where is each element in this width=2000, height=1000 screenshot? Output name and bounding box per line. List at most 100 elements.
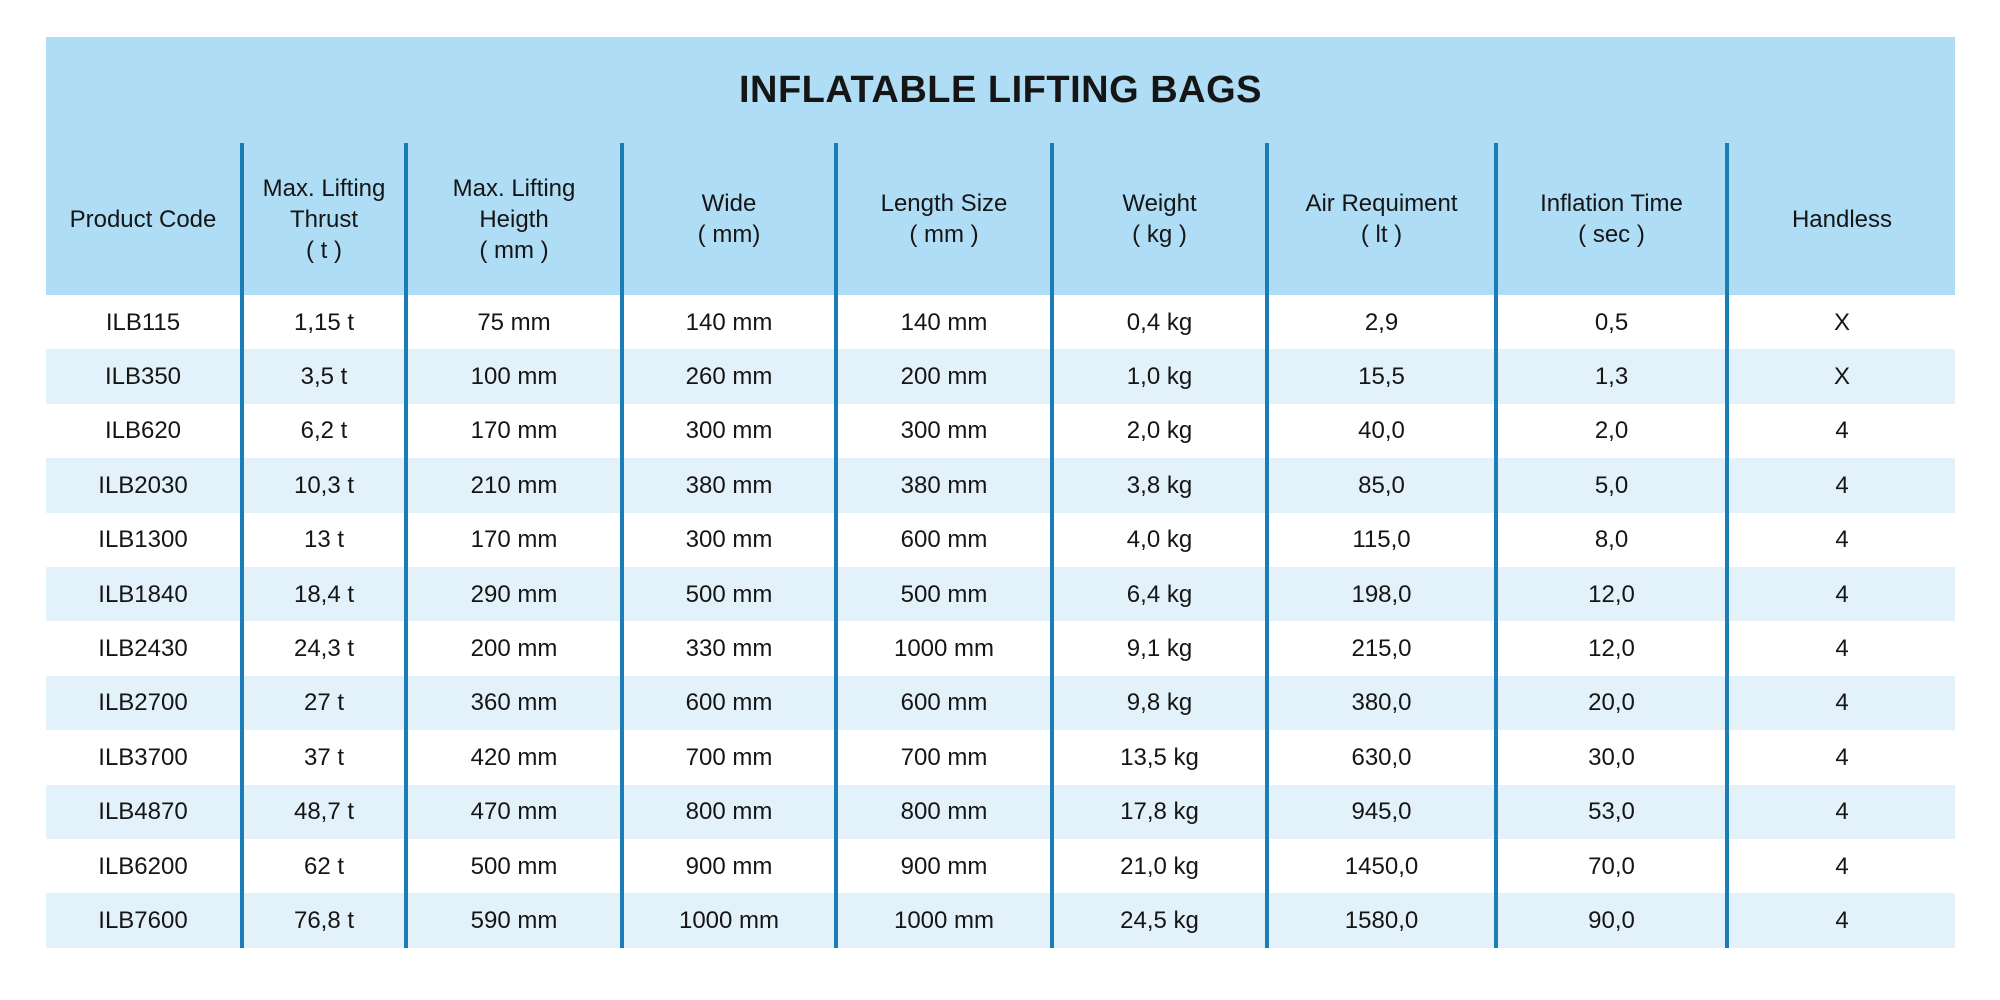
table-cell: 76,8 t xyxy=(244,893,408,948)
table-cell: 1000 mm xyxy=(624,893,838,948)
table-cell: ILB2030 xyxy=(46,458,244,513)
column-header-handless: Handless xyxy=(1729,143,1955,295)
table-cell: 630,0 xyxy=(1269,730,1498,785)
table-cell: 62 t xyxy=(244,838,408,894)
table-cell: 20,0 xyxy=(1498,675,1729,731)
table-cell: 100 mm xyxy=(408,349,624,404)
table-cell: 12,0 xyxy=(1498,566,1729,622)
column-header-line: Weight xyxy=(1122,190,1197,217)
table-cell: 900 mm xyxy=(624,838,838,894)
table-cell: 900 mm xyxy=(838,838,1054,894)
table-cell: 600 mm xyxy=(838,512,1054,567)
table-title-band: INFLATABLE LIFTING BAGS xyxy=(46,37,1955,143)
column-header-line: Inflation Time xyxy=(1540,190,1683,217)
table-cell: 48,7 t xyxy=(244,784,408,839)
table-cell: ILB2700 xyxy=(46,675,244,731)
table-cell: 5,0 xyxy=(1498,458,1729,513)
table-cell: 4 xyxy=(1729,566,1955,622)
table-cell: 15,5 xyxy=(1269,349,1498,404)
column-header-line: Thrust xyxy=(289,205,358,233)
table-cell: X xyxy=(1729,295,1955,350)
table-cell: ILB1840 xyxy=(46,566,244,622)
column-header-max-lifting-thrust-t: Max. Lifting Thrust ( t ) xyxy=(244,143,408,295)
column-header-wide-mm: Wide ( mm) xyxy=(624,143,838,295)
table-cell: 4 xyxy=(1729,730,1955,785)
table-cell: 590 mm xyxy=(408,893,624,948)
column-header-line: ( kg ) xyxy=(1132,221,1187,248)
table-cell: 90,0 xyxy=(1498,893,1729,948)
table-cell: 70,0 xyxy=(1498,838,1729,894)
table-cell: 53,0 xyxy=(1498,784,1729,839)
table-cell: ILB4870 xyxy=(46,784,244,839)
column-header-line: Product Code xyxy=(69,205,217,233)
column-header-weight-kg: Weight ( kg ) xyxy=(1054,143,1269,295)
table-cell: 85,0 xyxy=(1269,458,1498,513)
table-cell: 4 xyxy=(1729,621,1955,676)
table-cell: 30,0 xyxy=(1498,730,1729,785)
table-cell: 0,5 xyxy=(1498,295,1729,350)
table-cell: 1000 mm xyxy=(838,621,1054,676)
table-cell: 380,0 xyxy=(1269,675,1498,731)
table-cell: 17,8 kg xyxy=(1054,784,1269,839)
table-cell: 0,4 kg xyxy=(1054,295,1269,350)
column-header-line: Length Size xyxy=(880,190,1008,217)
lifting-bags-table: INFLATABLE LIFTING BAGS Product Code Max.… xyxy=(46,37,1955,948)
column-header-line: Air Requiment xyxy=(1305,190,1458,217)
column-header-line: Max. Lifting xyxy=(452,174,576,202)
table-cell: 215,0 xyxy=(1269,621,1498,676)
table-cell: 330 mm xyxy=(624,621,838,676)
table-cell: 18,4 t xyxy=(244,566,408,622)
table-cell: 27 t xyxy=(244,675,408,731)
table-cell: 6,4 kg xyxy=(1054,566,1269,622)
table-cell: 37 t xyxy=(244,730,408,785)
table-cell: 380 mm xyxy=(838,458,1054,513)
column-header-product-code: Product Code xyxy=(46,143,244,295)
table-cell: 198,0 xyxy=(1269,566,1498,622)
table-cell: 300 mm xyxy=(624,403,838,459)
column-header-line: ( lt ) xyxy=(1360,221,1403,248)
table-cell: 9,1 kg xyxy=(1054,621,1269,676)
table-cell: 8,0 xyxy=(1498,512,1729,567)
table-cell: 360 mm xyxy=(408,675,624,731)
table-cell: 24,5 kg xyxy=(1054,893,1269,948)
table-cell: 500 mm xyxy=(624,566,838,622)
table-cell: 380 mm xyxy=(624,458,838,513)
table-cell: 6,2 t xyxy=(244,403,408,459)
table-cell: ILB620 xyxy=(46,403,244,459)
table-cell: ILB2430 xyxy=(46,621,244,676)
column-header-line: ( t ) xyxy=(306,236,342,264)
table-title: INFLATABLE LIFTING BAGS xyxy=(738,68,1263,111)
table-cell: X xyxy=(1729,349,1955,404)
table-cell: 500 mm xyxy=(408,838,624,894)
table-cell: 12,0 xyxy=(1498,621,1729,676)
table-cell: 300 mm xyxy=(624,512,838,567)
table-cell: 4 xyxy=(1729,838,1955,894)
table-cell: 1000 mm xyxy=(838,893,1054,948)
table-cell: 21,0 kg xyxy=(1054,838,1269,894)
column-header-length-size-mm: Length Size ( mm ) xyxy=(838,143,1054,295)
table-cell: 75 mm xyxy=(408,295,624,350)
table-cell: 2,9 xyxy=(1269,295,1498,350)
table-cell: 3,5 t xyxy=(244,349,408,404)
table-cell: 4 xyxy=(1729,675,1955,731)
table-cell: 260 mm xyxy=(624,349,838,404)
table-cell: 3,8 kg xyxy=(1054,458,1269,513)
table-cell: 945,0 xyxy=(1269,784,1498,839)
column-header-line: Wide xyxy=(701,190,757,217)
table-cell: ILB350 xyxy=(46,349,244,404)
table-grid: Product Code Max. Lifting Thrust( t ) Max. … xyxy=(46,143,1955,948)
table-cell: 470 mm xyxy=(408,784,624,839)
table-cell: 10,3 t xyxy=(244,458,408,513)
table-cell: 700 mm xyxy=(624,730,838,785)
table-cell: ILB115 xyxy=(46,295,244,350)
table-cell: 500 mm xyxy=(838,566,1054,622)
column-header-line: ( mm ) xyxy=(909,221,979,248)
column-header-air-requiment-lt: Air Requiment ( lt ) xyxy=(1269,143,1498,295)
table-cell: 200 mm xyxy=(408,621,624,676)
table-cell: 4 xyxy=(1729,458,1955,513)
table-cell: 13 t xyxy=(244,512,408,567)
table-cell: 700 mm xyxy=(838,730,1054,785)
table-cell: 140 mm xyxy=(624,295,838,350)
table-cell: 800 mm xyxy=(624,784,838,839)
table-cell: 800 mm xyxy=(838,784,1054,839)
